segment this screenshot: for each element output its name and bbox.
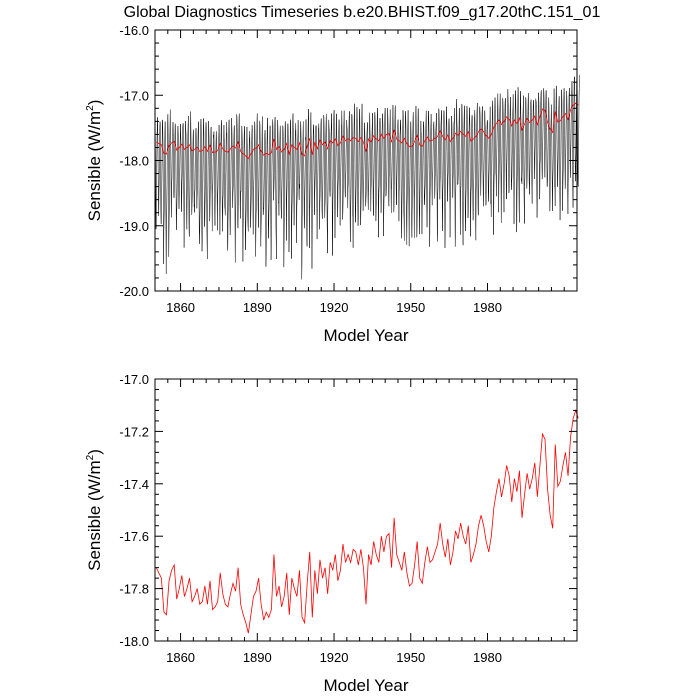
x-tick-label: 1860 [166,650,195,665]
top-y-axis-label-superscript: 2 [85,105,96,111]
top-timeseries-panel: 1860 1890 1920 1950 1980 -20.0 -19.0 -18.0 -17.0… [85,23,580,345]
y-tick-label: -17.6 [119,529,149,544]
top-x-axis-label: Model Year [323,326,408,345]
x-tick-label: 1950 [396,650,425,665]
annual-mean-line [155,409,579,634]
figure-title: Global Diagnostics Timeseries b.e20.BHIS… [124,4,601,21]
bottom-tick-labels: 1860 1890 1920 1950 1980 -18.0 -17.8 -17.6 -17.4… [119,372,502,665]
top-tick-labels: 1860 1890 1920 1950 1980 -20.0 -19.0 -18.0 -17.0… [119,23,502,315]
y-tick-label: -20.0 [119,284,149,299]
y-tick-label: -17.8 [119,582,149,597]
x-tick-label: 1920 [320,300,349,315]
y-tick-label: -17.0 [119,88,149,103]
y-tick-label: -18.0 [119,154,149,169]
annual-mean-series-line [155,409,579,634]
bottom-plot-area [155,409,579,634]
annual-mean-series-line [156,102,579,160]
monthly-series-line [154,74,580,280]
y-tick-label: -17.0 [119,372,149,387]
top-y-axis-label-main: Sensible (W/m [85,111,104,222]
bottom-y-axis-label-close: ) [85,449,104,455]
bottom-axis-ticks [154,378,578,642]
top-y-axis-label: Sensible (W/m2) [85,100,104,222]
x-tick-label: 1950 [396,300,425,315]
bottom-y-axis-label-superscript: 2 [85,454,96,460]
y-tick-label: -17.2 [119,424,149,439]
annual-mean-line [156,102,579,160]
x-tick-label: 1890 [243,650,272,665]
bottom-x-axis-label: Model Year [323,676,408,695]
x-tick-label: 1980 [473,300,502,315]
top-plot-area [154,74,580,280]
top-y-axis-label-close: ) [85,100,104,106]
top-axis-ticks [154,29,578,292]
y-tick-label: -16.0 [119,23,149,38]
bottom-y-axis-label: Sensible (W/m2) [85,449,104,571]
x-tick-label: 1890 [243,300,272,315]
y-tick-label: -19.0 [119,219,149,234]
x-tick-label: 1860 [166,300,195,315]
y-tick-label: -17.4 [119,477,149,492]
bottom-plot-frame [154,378,578,642]
x-tick-label: 1980 [473,650,502,665]
y-tick-label: -18.0 [119,634,149,649]
bottom-y-axis-label-main: Sensible (W/m [85,460,104,571]
monthly-line [154,74,580,280]
bottom-annual-panel: 1860 1890 1920 1950 1980 -18.0 -17.8 -17.6 -17.4… [85,372,579,695]
x-tick-label: 1920 [320,650,349,665]
